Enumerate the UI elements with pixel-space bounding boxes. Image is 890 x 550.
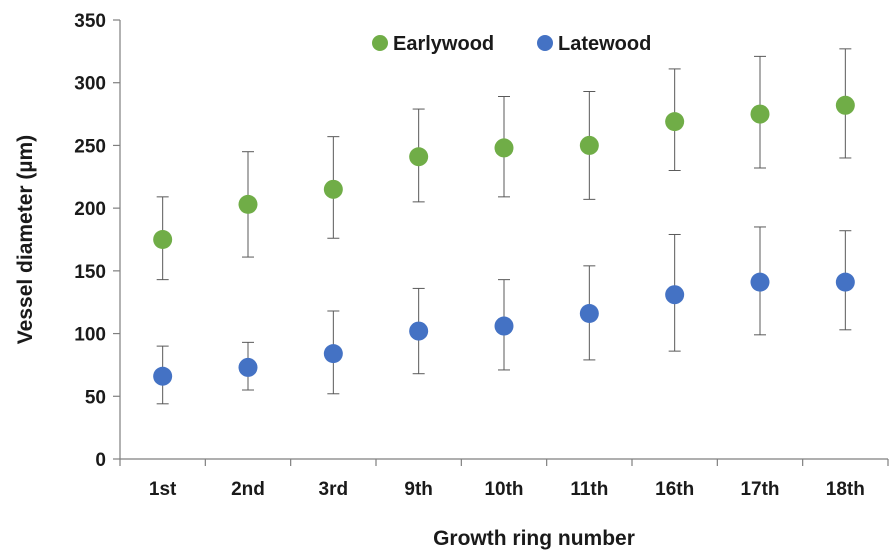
- x-tick-label: 1st: [149, 479, 177, 500]
- y-tick-label: 150: [74, 262, 106, 283]
- point-earlywood: [323, 179, 343, 199]
- error-bars: [156, 48, 852, 405]
- axes: [119, 20, 888, 460]
- y-tick-label: 50: [85, 387, 106, 408]
- x-tick-label: 11th: [570, 479, 608, 500]
- point-latewood: [579, 304, 599, 324]
- y-tick-label: 350: [74, 11, 106, 32]
- point-earlywood: [494, 138, 514, 158]
- point-earlywood: [409, 147, 429, 167]
- point-latewood: [494, 316, 514, 336]
- x-tick-label: 18th: [826, 479, 865, 500]
- legend: Earlywood Latewood: [372, 33, 651, 55]
- data-points: [153, 95, 855, 386]
- y-axis-ticks: 0 50 100 150 200 250 300 350: [74, 11, 120, 471]
- y-tick-label: 250: [74, 136, 106, 157]
- point-earlywood: [153, 230, 173, 249]
- x-tick-label: 9th: [404, 479, 433, 500]
- legend-marker-latewood: [537, 35, 553, 51]
- y-tick-label: 0: [95, 450, 106, 471]
- x-axis-ticks: 1st 2nd 3rd 9th 10th 11th 16th 17th 18th: [119, 459, 889, 500]
- y-tick-label: 300: [74, 74, 106, 95]
- y-tick-label: 200: [74, 199, 106, 220]
- legend-marker-earlywood: [372, 35, 388, 51]
- point-latewood: [409, 321, 429, 341]
- x-tick-label: 10th: [484, 479, 523, 500]
- y-tick-label: 100: [74, 325, 106, 346]
- point-latewood: [238, 357, 258, 377]
- point-earlywood: [665, 112, 685, 132]
- point-latewood: [665, 285, 685, 305]
- point-latewood: [835, 272, 855, 292]
- point-latewood: [323, 344, 343, 364]
- x-tick-label: 3rd: [319, 479, 349, 500]
- x-tick-label: 16th: [655, 479, 694, 500]
- x-tick-label: 17th: [740, 479, 779, 500]
- legend-label-latewood: Latewood: [558, 33, 651, 55]
- y-axis-title: Vessel diameter (µm): [14, 135, 37, 344]
- x-axis-title: Growth ring number: [433, 527, 635, 550]
- point-earlywood: [835, 95, 855, 115]
- point-earlywood: [579, 135, 599, 155]
- point-latewood: [153, 366, 173, 386]
- x-tick-label: 2nd: [231, 479, 265, 500]
- legend-label-earlywood: Earlywood: [393, 33, 494, 55]
- point-latewood: [750, 272, 770, 292]
- point-earlywood: [750, 104, 770, 124]
- point-earlywood: [238, 194, 258, 214]
